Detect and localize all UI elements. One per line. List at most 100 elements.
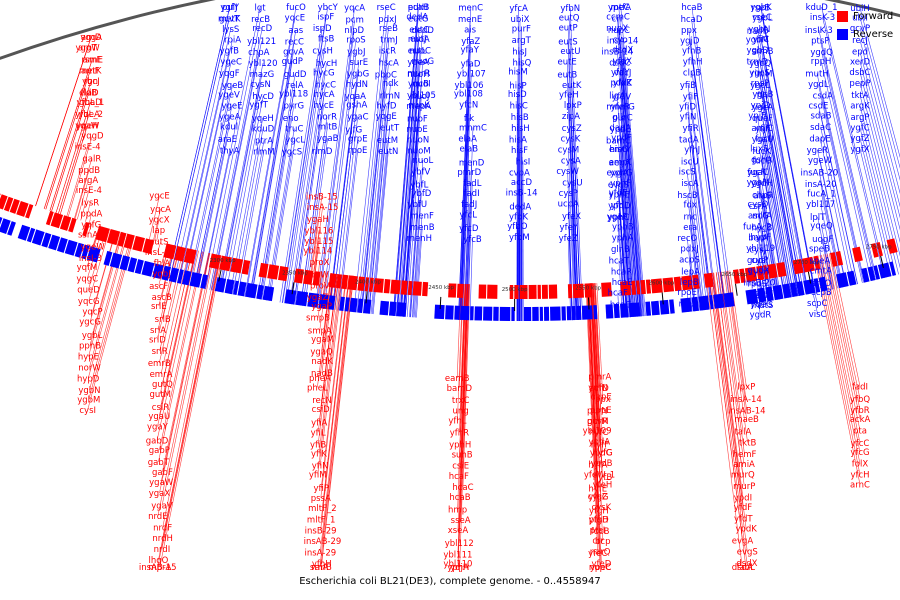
reverse-gene-line: [762, 118, 795, 297]
ruler-tick: [365, 291, 368, 304]
forward-gene-block: [16, 200, 29, 217]
reverse-gene-label: eno: [283, 114, 299, 124]
reverse-gene-label: nadB: [747, 26, 769, 36]
reverse-gene-label: lepA: [681, 268, 700, 278]
reverse-gene-block: [200, 274, 208, 289]
reverse-gene-line: [182, 61, 232, 285]
forward-gene-label: insL-5: [145, 248, 170, 258]
reverse-gene-label: ygbL: [752, 13, 773, 23]
forward-gene-line: [590, 283, 602, 508]
reverse-gene-label: ygaC: [347, 113, 369, 123]
forward-gene-line: [586, 283, 599, 541]
reverse-gene-label: surE: [349, 58, 368, 68]
reverse-gene-block: [161, 265, 171, 281]
forward-gene-line: [712, 272, 744, 507]
forward-gene-label: dapE: [590, 393, 611, 403]
reverse-gene-label: nuoE: [406, 125, 427, 135]
forward-gene-block: [448, 283, 457, 298]
forward-gene-line: [158, 247, 187, 364]
forward-gene-label: gcvR: [587, 417, 608, 427]
reverse-gene-block: [119, 255, 130, 271]
forward-gene-label: yqgC: [76, 275, 98, 285]
reverse-gene-label: rlmM: [253, 147, 274, 157]
forward-gene-label: nupC: [589, 563, 611, 573]
ruler-tick: [587, 297, 590, 310]
forward-gene-label: queD: [77, 285, 100, 295]
forward-gene-label: yfiL: [311, 428, 326, 438]
reverse-gene-label: pmrD: [457, 168, 481, 178]
reverse-gene-label: hisG: [609, 145, 628, 155]
reverse-gene-label: yfjF: [755, 124, 770, 134]
reverse-gene-line: [761, 128, 792, 298]
forward-gene-label: ssnA: [78, 230, 98, 240]
forward-gene-label: insE-4: [75, 142, 101, 152]
reverse-gene-label: csrA: [749, 202, 768, 212]
reverse-gene-line: [819, 159, 847, 287]
reverse-gene-label: truC: [285, 125, 303, 135]
reverse-gene-line: [315, 7, 355, 308]
reverse-gene-block: [576, 305, 582, 320]
reverse-gene-block: [757, 287, 767, 303]
forward-gene-block: [347, 275, 358, 291]
reverse-gene-line: [689, 161, 708, 310]
reverse-gene-label: nuoL: [413, 156, 434, 166]
reverse-gene-block: [307, 292, 320, 308]
forward-gene-label: srlR: [152, 347, 168, 357]
forward-gene-block: [645, 279, 652, 294]
reverse-gene-block: [26, 227, 36, 243]
forward-gene-block: [241, 259, 251, 275]
forward-gene-line: [460, 284, 469, 521]
reverse-gene-label: nuoN: [407, 135, 429, 145]
reverse-gene-line: [458, 19, 471, 320]
reverse-gene-label: pdxB: [408, 3, 430, 13]
forward-gene-label: ygbM: [77, 396, 100, 406]
reverse-gene-label: rseC: [377, 3, 396, 13]
forward-gene-label: yfbR: [850, 406, 869, 416]
forward-gene-line: [157, 246, 180, 340]
forward-gene-line: [708, 273, 747, 568]
reverse-gene-label: evgS: [608, 180, 629, 190]
reverse-gene-line: [761, 183, 782, 300]
reverse-gene-line: [251, 61, 293, 298]
forward-gene-label: fadI: [852, 382, 868, 392]
reverse-gene-label: recJ: [852, 36, 868, 46]
reverse-gene-block: [713, 293, 725, 309]
forward-gene-line: [588, 283, 602, 564]
reverse-gene-label: ubiH: [850, 4, 870, 14]
reverse-gene-label: relA: [287, 81, 304, 91]
reverse-gene-line: [758, 215, 773, 301]
forward-gene-block: [303, 269, 314, 285]
reverse-gene-line: [622, 60, 643, 317]
reverse-gene-label: hycC: [315, 80, 336, 90]
forward-gene-block: [357, 276, 365, 292]
reverse-gene-label: cysZ: [562, 124, 582, 134]
reverse-gene-label: aegA: [609, 158, 631, 168]
reverse-gene-block: [81, 244, 90, 260]
forward-gene-block: [681, 275, 693, 291]
reverse-gene-line: [820, 60, 872, 282]
reverse-gene-label: purF: [512, 25, 531, 35]
reverse-gene-line: [398, 61, 419, 317]
reverse-gene-line: [762, 17, 816, 293]
reverse-gene-label: insIK-3: [805, 26, 833, 36]
forward-gene-label: smpB: [306, 314, 330, 324]
reverse-gene-label: ypdF: [611, 134, 632, 144]
forward-gene-line: [88, 232, 124, 357]
reverse-gene-label: hcaC: [610, 301, 631, 311]
reverse-gene-label: iscA: [681, 179, 698, 189]
reverse-gene-label: elaA: [458, 134, 477, 144]
reverse-gene-label: lplT: [810, 213, 826, 223]
forward-gene-label: yfbQ: [850, 395, 870, 405]
reverse-gene-block: [388, 301, 397, 317]
reverse-gene-line: [173, 28, 231, 283]
forward-gene-label: csiD: [312, 405, 330, 415]
reverse-gene-label: hycH: [316, 59, 337, 69]
reverse-gene-label: yphC: [608, 213, 630, 223]
reverse-gene-label: nuoM: [407, 146, 430, 156]
reverse-gene-block: [56, 237, 68, 253]
reverse-gene-label: fadI: [463, 189, 479, 199]
reverse-gene-label: ybl108: [454, 90, 483, 100]
reverse-gene-label: ygcL: [285, 135, 305, 145]
forward-gene-line: [459, 283, 464, 388]
reverse-gene-label: eutP: [559, 24, 578, 34]
